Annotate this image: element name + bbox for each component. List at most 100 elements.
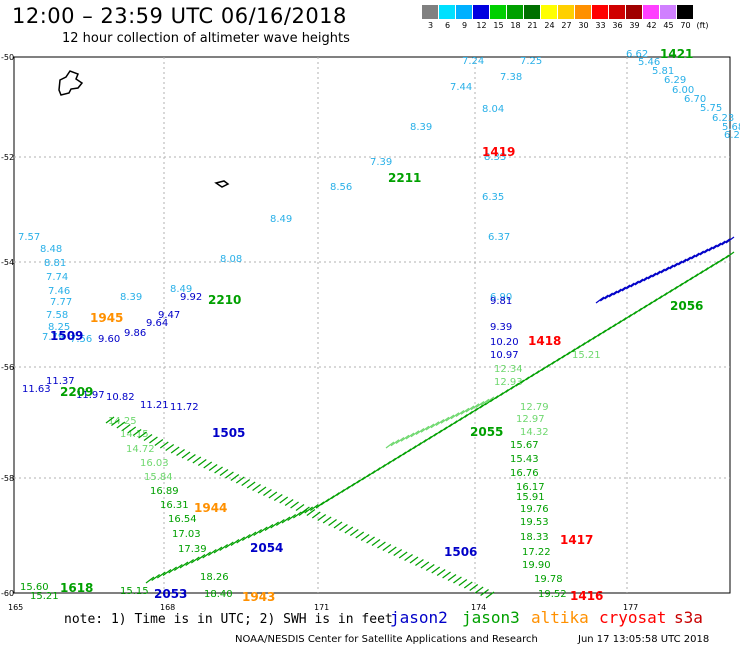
swath-tick	[230, 474, 240, 481]
swath-tick	[377, 541, 386, 549]
pass-time-label: 2054	[250, 541, 283, 555]
wave-height-value: 7.74	[46, 272, 68, 283]
swath-tick	[458, 579, 468, 586]
scale-color-swatch	[592, 5, 609, 19]
pass-time-label: 1509	[50, 329, 83, 343]
scale-bin: 9	[456, 5, 473, 30]
swath-tick	[203, 461, 213, 469]
land-islands	[58, 70, 230, 188]
wave-height-value: 7.24	[462, 56, 484, 67]
swath-tick	[440, 416, 450, 424]
swath-tick	[292, 511, 302, 519]
scale-bin: 18	[507, 5, 524, 30]
swath-tick	[230, 539, 240, 546]
page-title: 12:00 – 23:59 UTC 06/16/2018	[12, 4, 347, 28]
wave-height-value: 8.56	[330, 182, 352, 193]
swath-tick	[425, 423, 435, 431]
swath-tick	[360, 534, 370, 541]
swath-tick	[435, 419, 445, 426]
swath-tick	[273, 494, 283, 501]
wave-height-value: 7.44	[450, 82, 472, 93]
swath-tick	[149, 436, 158, 444]
islet-shape	[214, 180, 230, 188]
swath-tick	[349, 529, 359, 536]
graticule	[14, 57, 730, 593]
scale-unit-label: (ft)	[696, 21, 709, 30]
legend-s3a: s3a	[674, 608, 703, 627]
swath-tick	[385, 441, 395, 449]
swath-tick	[617, 286, 627, 294]
swath-tick	[382, 544, 392, 551]
wave-height-value: 6.37	[488, 232, 510, 243]
swath-tick	[208, 464, 218, 471]
wave-height-value: 5.46	[638, 57, 660, 68]
scale-bin: 70	[677, 5, 694, 30]
wave-height-value: 19.53	[520, 517, 549, 528]
wave-height-value: 6.00	[672, 85, 694, 96]
wave-height-value: 17.22	[522, 547, 551, 558]
swath-tick	[703, 246, 713, 254]
swath-tick	[480, 398, 490, 406]
swath-tick	[415, 428, 425, 435]
wave-height-value: 18.40	[204, 589, 233, 600]
scale-bin: 27	[558, 5, 575, 30]
swath-tick	[246, 481, 256, 489]
scale-color-swatch	[558, 5, 575, 19]
wave-height-value: 16.54	[168, 514, 197, 525]
swath-tick	[295, 504, 305, 511]
wave-height-value: 11.21	[140, 400, 169, 411]
longitude-label: 174	[471, 603, 486, 612]
swath-tick	[420, 425, 430, 433]
swath-tick	[725, 251, 735, 259]
scale-bin-label: 12	[476, 21, 487, 30]
swath-tick	[105, 416, 115, 424]
swath-tick	[355, 531, 365, 539]
swath-tick	[143, 434, 153, 441]
swath-tick	[415, 559, 424, 566]
wave-height-value: 9.92	[180, 292, 202, 303]
swath-tick	[721, 238, 731, 246]
swath-tick	[268, 491, 278, 499]
swath-tick	[258, 526, 268, 534]
swath-tick	[410, 430, 420, 438]
swath-tick	[304, 506, 314, 514]
wave-height-value: 19.76	[520, 504, 549, 515]
wave-height-value: 8.39	[410, 122, 432, 133]
scale-bin: 21	[524, 5, 541, 30]
wave-height-value: 7.25	[520, 56, 542, 67]
swath-tick	[625, 282, 635, 290]
swath-tick	[608, 290, 618, 298]
pass-time-label: 1618	[60, 581, 93, 595]
wave-height-value: 7.39	[370, 157, 392, 168]
swath-tick	[290, 501, 299, 509]
wave-height-value: 18.26	[200, 572, 229, 583]
swath-tick	[445, 414, 455, 422]
scale-bin: 6	[439, 5, 456, 30]
wave-height-value: 9.39	[490, 322, 512, 333]
swath-tick	[651, 270, 661, 278]
swath-tick	[643, 274, 653, 282]
scale-color-swatch	[439, 5, 456, 19]
swath-tick	[214, 466, 223, 474]
pass-time-label: 1506	[444, 545, 477, 559]
wave-height-value: 15.91	[516, 492, 545, 503]
swath-tick	[317, 514, 327, 521]
swath-tick	[455, 410, 465, 417]
swath-tick	[236, 536, 246, 544]
swath-tick	[395, 437, 405, 444]
scale-bin-label: 33	[595, 21, 606, 30]
scale-bin-label: 45	[663, 21, 674, 30]
pass-time-label: 1943	[242, 590, 275, 604]
wave-height-value: 15.43	[510, 454, 539, 465]
swath-tick	[405, 432, 415, 440]
swath-tick	[168, 566, 178, 574]
swath-tick	[470, 403, 480, 411]
pass-time-label: 1505	[212, 426, 245, 440]
wave-height-value: 16.89	[150, 486, 179, 497]
swath-tick	[281, 516, 291, 524]
credit-line: NOAA/NESDIS Center for Satellite Applica…	[235, 634, 538, 645]
wave-height-value: 8.04	[482, 104, 504, 115]
longitude-label: 165	[8, 603, 23, 612]
swath-tick	[595, 296, 605, 304]
